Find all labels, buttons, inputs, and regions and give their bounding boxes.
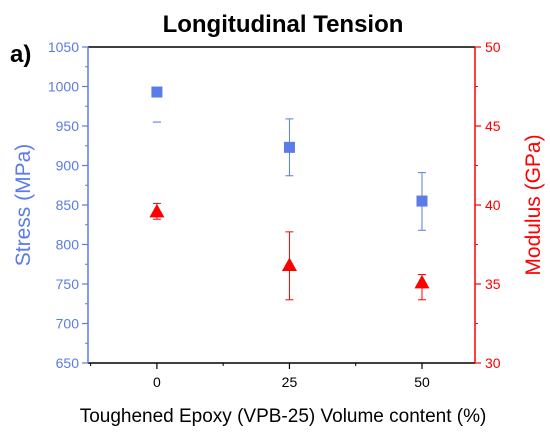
chart-title: Longitudinal Tension xyxy=(163,11,404,38)
right-y-tick-label: 35 xyxy=(485,276,501,292)
panel-label: a) xyxy=(10,41,31,68)
x-tick-label: 0 xyxy=(153,374,161,390)
left-y-tick-label: 1050 xyxy=(48,39,79,55)
right-y-tick-label: 50 xyxy=(485,39,501,55)
plot-area: 650 700 750 800 850 900 950 1000 1050 30 35 40 45 50 0… xyxy=(48,39,501,390)
left-y-tick-label: 800 xyxy=(56,237,80,253)
x-axis-label: Toughened Epoxy (VPB-25) Volume content … xyxy=(80,406,487,427)
stress-marker xyxy=(151,86,163,98)
left-y-tick-label: 1000 xyxy=(48,79,79,95)
right-y-tick-label: 30 xyxy=(485,355,501,371)
x-tick-label: 25 xyxy=(282,374,298,390)
stress-marker xyxy=(416,195,428,207)
stress-marker xyxy=(283,141,295,153)
left-y-tick-label: 650 xyxy=(56,355,80,371)
modulus-marker xyxy=(414,274,430,289)
left-y-tick-label: 850 xyxy=(56,197,80,213)
x-tick-label: 50 xyxy=(414,374,430,390)
left-y-tick-label: 700 xyxy=(56,316,80,332)
right-y-tick-label: 45 xyxy=(485,118,501,134)
modulus-marker xyxy=(281,257,297,272)
left-y-axis-label: Stress (MPa) xyxy=(12,144,35,267)
left-y-tick-label: 750 xyxy=(56,276,80,292)
right-y-tick-label: 40 xyxy=(485,197,501,213)
modulus-marker xyxy=(149,203,165,218)
left-y-tick-label: 950 xyxy=(56,118,80,134)
left-y-tick-label: 900 xyxy=(56,158,80,174)
right-y-axis-label: Modulus (GPa) xyxy=(522,134,545,275)
